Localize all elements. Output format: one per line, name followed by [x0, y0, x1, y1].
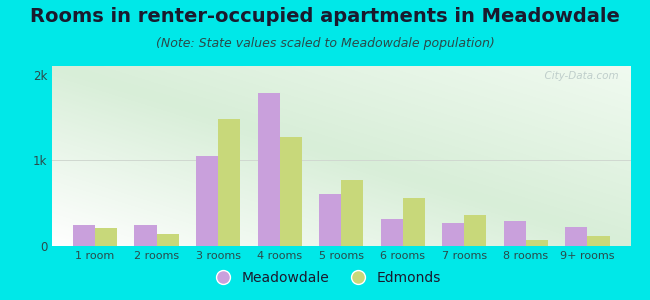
Bar	[280, 137, 302, 246]
Text: Rooms in renter-occupied apartments in Meadowdale: Rooms in renter-occupied apartments in M…	[30, 8, 620, 26]
Bar	[157, 234, 179, 246]
Bar	[442, 223, 464, 246]
Legend: Meadowdale, Edmonds: Meadowdale, Edmonds	[203, 265, 447, 290]
Bar	[526, 240, 548, 246]
Bar	[135, 225, 157, 246]
Bar	[464, 215, 486, 246]
Bar	[196, 156, 218, 246]
Bar	[403, 198, 425, 246]
Bar	[588, 236, 610, 246]
Bar	[319, 194, 341, 246]
Bar	[257, 93, 280, 246]
Bar	[95, 228, 117, 246]
Bar	[504, 221, 526, 246]
Bar	[341, 180, 363, 246]
Bar	[381, 219, 403, 246]
Bar	[566, 227, 588, 246]
Bar	[73, 225, 95, 246]
Text: City-Data.com: City-Data.com	[538, 71, 619, 81]
Bar	[218, 119, 240, 246]
Text: (Note: State values scaled to Meadowdale population): (Note: State values scaled to Meadowdale…	[155, 38, 495, 50]
